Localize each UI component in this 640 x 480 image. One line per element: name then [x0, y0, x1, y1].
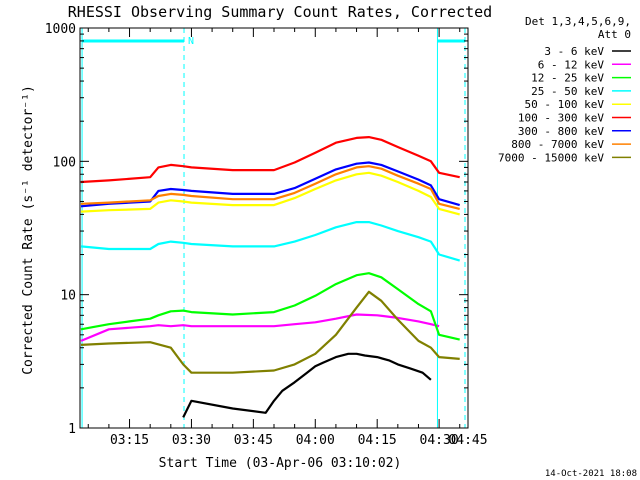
x-tick-label: 03:45	[234, 433, 273, 448]
series-line-3	[80, 272, 460, 341]
y-tick-label: 10	[60, 289, 76, 304]
x-tick-label: 03:30	[172, 433, 211, 448]
legend-label: 25 - 50 keV	[531, 85, 604, 98]
series-line-6	[80, 136, 460, 184]
x-tick-label: 04:45	[448, 433, 487, 448]
x-tick-label: 04:30	[420, 433, 459, 448]
x-tick-label: 03:15	[110, 433, 149, 448]
series-line-8	[80, 165, 460, 210]
series-line-1	[182, 352, 432, 418]
legend-label: 7000 - 15000 keV	[498, 151, 604, 164]
series-line-7	[80, 161, 461, 208]
legend-label: 300 - 800 keV	[518, 125, 604, 138]
y-tick-label: 100	[53, 155, 76, 170]
legend-label: 3 - 6 keV	[544, 45, 604, 58]
chart-title: RHESSI Observing Summary Count Rates, Co…	[68, 3, 492, 21]
series-line-9	[80, 290, 460, 374]
x-tick-label: 04:00	[296, 433, 335, 448]
y-tick-label: 1000	[45, 22, 76, 37]
timestamp: 14-Oct-2021 18:08	[545, 469, 637, 479]
legend-label: 800 - 7000 keV	[511, 138, 604, 151]
x-axis-label: Start Time (03-Apr-06 03:10:02)	[159, 456, 402, 471]
plot-area: N	[80, 28, 466, 428]
series-line-5	[80, 171, 460, 216]
legend-label: 6 - 12 keV	[538, 58, 605, 71]
series-line-2	[80, 313, 440, 342]
legend-label: 12 - 25 keV	[531, 72, 604, 85]
axes: 1 10 100 1000 03:15 03:30 03:45 04:00 04:15 04:30…	[45, 22, 488, 448]
x-tick-label: 04:15	[358, 433, 397, 448]
annotation-n: N	[188, 36, 194, 47]
legend-label: 100 - 300 keV	[518, 112, 604, 125]
legend-header-line2: Att 0	[598, 28, 631, 41]
legend-label: 50 - 100 keV	[525, 98, 605, 111]
legend-header-line1: Det 1,3,4,5,6,9,	[525, 15, 631, 28]
y-tick-label: 1	[68, 422, 76, 437]
y-axis-label: Corrected Count Rate (s⁻¹ detector⁻¹)	[21, 85, 36, 375]
series-line-4	[80, 221, 461, 262]
